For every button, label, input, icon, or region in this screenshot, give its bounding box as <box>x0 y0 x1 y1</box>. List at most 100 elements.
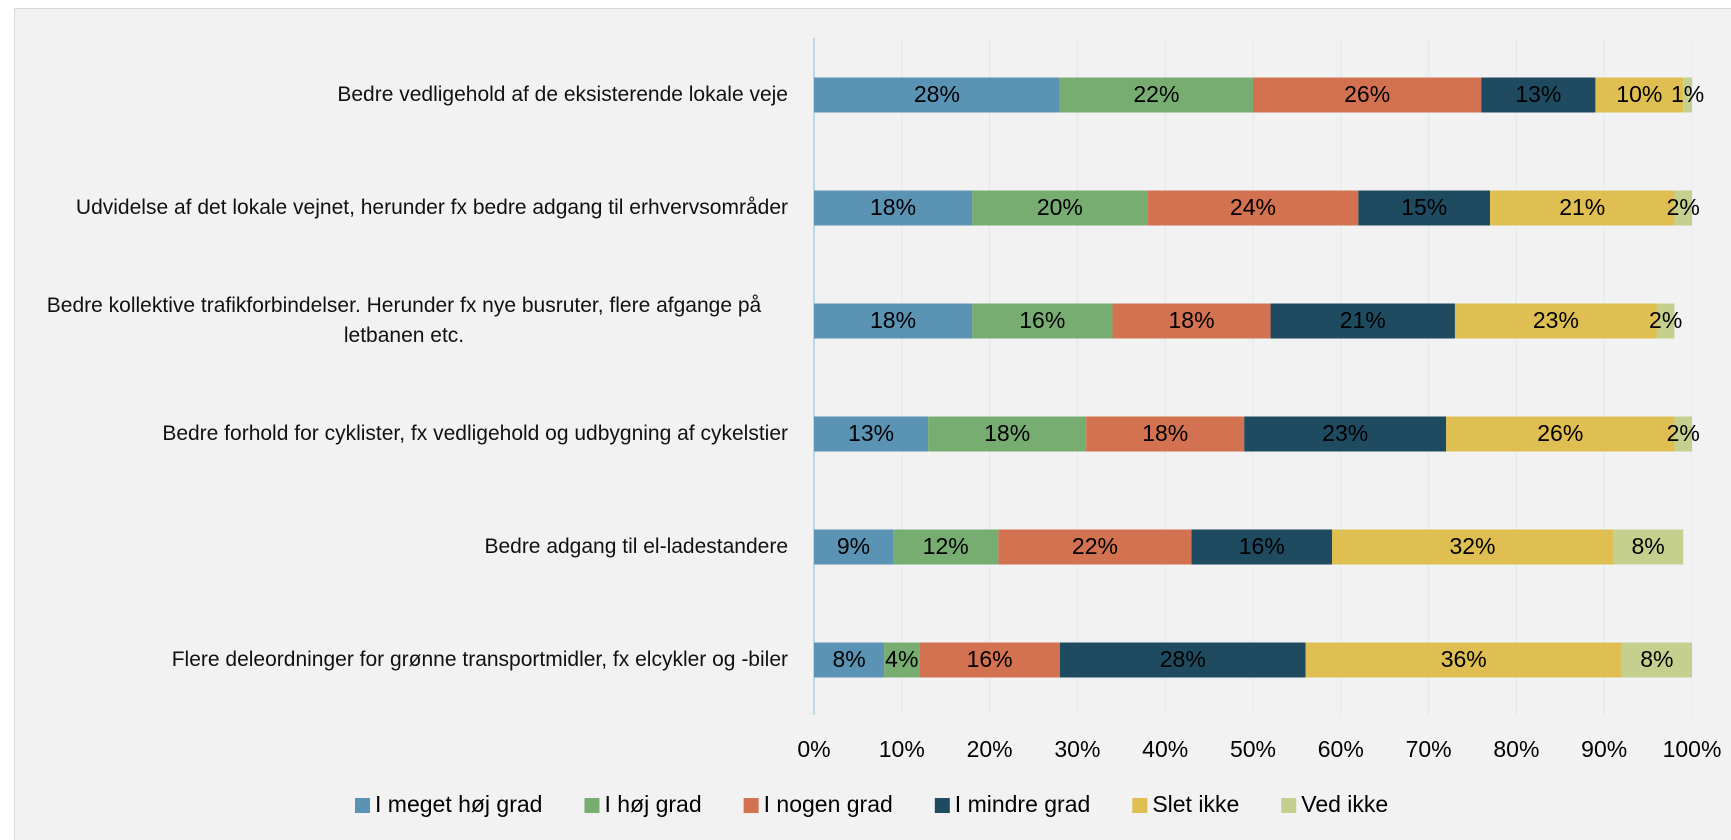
data-label: 8% <box>1640 646 1673 672</box>
legend-swatch <box>743 798 759 813</box>
category-label: Udvidelse af det lokale vejnet, herunder… <box>20 168 788 248</box>
bar-segment <box>1059 642 1306 678</box>
data-label: 13% <box>848 420 894 446</box>
category-label: Bedre kollektive trafikforbindelser. Her… <box>20 281 788 361</box>
bar-segment <box>814 77 1060 113</box>
x-tick-label: 40% <box>1142 736 1188 762</box>
data-label: 32% <box>1449 533 1495 559</box>
data-label: 12% <box>923 533 969 559</box>
x-tick-label: 20% <box>967 736 1013 762</box>
data-label: 2% <box>1649 307 1682 333</box>
x-tick-label: 0% <box>797 736 830 762</box>
category-text: Bedre kollektive trafikforbindelser. Her… <box>46 294 762 347</box>
category-label: Bedre adgang til el-ladestandere <box>20 507 788 587</box>
data-label: 16% <box>967 646 1013 672</box>
bar-segment <box>1621 642 1692 678</box>
bar-segment <box>884 642 920 678</box>
bar-segment <box>1358 190 1491 226</box>
category-text: Bedre forhold for cyklister, fx vedligeh… <box>162 422 788 445</box>
bar-segment <box>1674 190 1692 226</box>
data-label: 13% <box>1515 81 1561 107</box>
bar-segment <box>1595 77 1684 113</box>
bar-segment <box>1112 303 1271 339</box>
category-label: Flere deleordninger for grønne transport… <box>20 620 788 700</box>
data-label: 8% <box>832 646 865 672</box>
bar-segment <box>1332 529 1613 565</box>
category-label: Bedre forhold for cyklister, fx vedligeh… <box>20 394 788 474</box>
data-label: 24% <box>1230 194 1276 220</box>
x-tick-label: 10% <box>879 736 925 762</box>
data-label: 28% <box>1160 646 1206 672</box>
bar-segment <box>1490 190 1675 226</box>
bar-segment <box>1683 77 1692 113</box>
bar-segment <box>814 642 885 678</box>
data-label: 9% <box>837 533 870 559</box>
category-text: Bedre vedligehold af de eksisterende lok… <box>337 83 788 106</box>
data-label: 26% <box>1344 81 1390 107</box>
data-label: 21% <box>1340 307 1386 333</box>
bar-segment <box>972 190 1148 226</box>
data-label: 2% <box>1667 194 1700 220</box>
bar-segment <box>1481 77 1596 113</box>
bar-segment <box>814 303 973 339</box>
data-label: 18% <box>1169 307 1215 333</box>
x-tick-label: 70% <box>1406 736 1452 762</box>
data-label: 22% <box>1072 533 1118 559</box>
category-text: Bedre adgang til el-ladestandere <box>484 535 788 558</box>
legend-swatch <box>1132 798 1148 813</box>
bar-segment <box>814 416 929 452</box>
data-label: 20% <box>1037 194 1083 220</box>
data-label: 16% <box>1019 307 1065 333</box>
bar-segment <box>1147 190 1359 226</box>
x-tick-label: 30% <box>1054 736 1100 762</box>
legend-swatch <box>934 798 950 813</box>
data-label: 22% <box>1133 81 1179 107</box>
x-tick-label: 80% <box>1493 736 1539 762</box>
data-label: 15% <box>1401 194 1447 220</box>
bar-segment <box>1086 416 1245 452</box>
bar-segment <box>1612 529 1684 565</box>
bar-segment <box>972 303 1113 339</box>
bar-segment <box>919 642 1060 678</box>
legend-label: I høj grad <box>604 791 701 817</box>
data-label: 4% <box>885 646 918 672</box>
x-tick-label: 60% <box>1318 736 1364 762</box>
data-label: 10% <box>1616 81 1662 107</box>
bar-segment <box>1244 416 1447 452</box>
data-label: 21% <box>1559 194 1605 220</box>
x-tick-label: 90% <box>1581 736 1627 762</box>
bar-segment <box>1656 303 1675 339</box>
bar-segment <box>928 416 1087 452</box>
data-label: 23% <box>1322 420 1368 446</box>
category-text: Flere deleordninger for grønne transport… <box>171 648 788 671</box>
legend-swatch <box>584 798 600 813</box>
data-label: 1% <box>1671 81 1704 107</box>
bar-segment <box>1305 642 1622 678</box>
x-tick-label: 100% <box>1663 736 1722 762</box>
legend-label: I nogen grad <box>764 791 893 817</box>
bar-segment <box>1446 416 1675 452</box>
bar-segment <box>1191 529 1333 565</box>
x-tick-label: 50% <box>1230 736 1276 762</box>
data-label: 23% <box>1533 307 1579 333</box>
data-label: 16% <box>1239 533 1285 559</box>
data-label: 18% <box>984 420 1030 446</box>
category-label: Bedre vedligehold af de eksisterende lok… <box>20 55 788 135</box>
bar-segment <box>1674 416 1692 452</box>
data-label: 28% <box>914 81 960 107</box>
data-label: 36% <box>1441 646 1487 672</box>
bar-segment <box>1253 77 1482 113</box>
data-label: 18% <box>1142 420 1188 446</box>
bar-segment <box>1059 77 1253 113</box>
data-label: 2% <box>1667 420 1700 446</box>
legend-label: Slet ikke <box>1152 791 1239 817</box>
legend-label: I mindre grad <box>955 791 1091 817</box>
data-label: 18% <box>870 307 916 333</box>
data-label: 8% <box>1631 533 1664 559</box>
bar-segment <box>998 529 1192 565</box>
bar-segment <box>814 529 894 565</box>
bar-segment <box>1454 303 1657 339</box>
data-label: 26% <box>1537 420 1583 446</box>
bar-segment <box>893 529 999 565</box>
legend-swatch <box>355 798 370 813</box>
